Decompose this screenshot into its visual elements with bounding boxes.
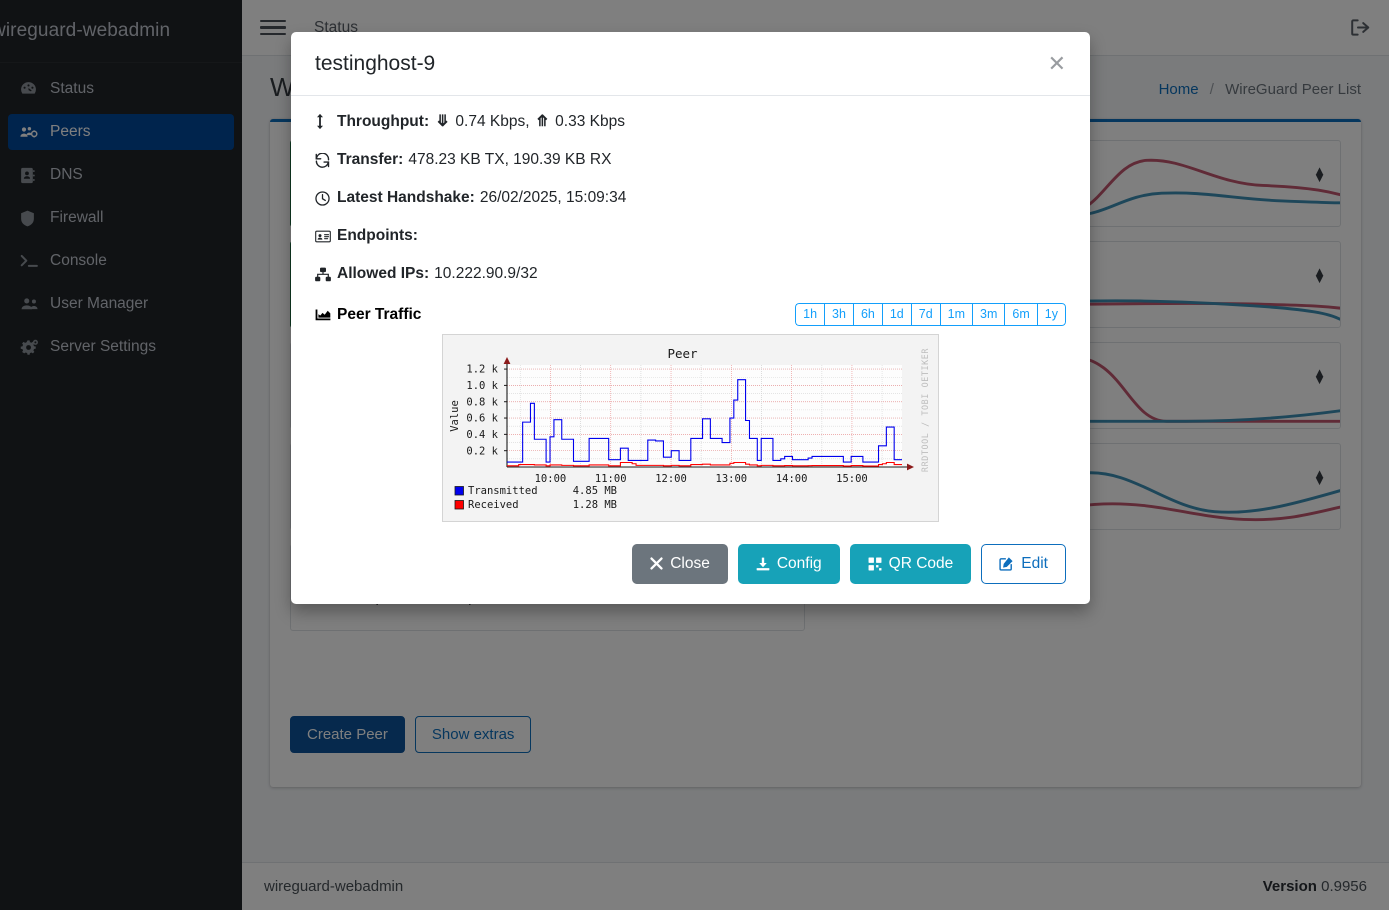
- info-value-handshake: 26/02/2025, 15:09:34: [479, 189, 627, 206]
- info-label: Endpoints:: [337, 227, 418, 244]
- range-button-6m[interactable]: 6m: [1004, 303, 1037, 326]
- range-button-1y[interactable]: 1y: [1036, 303, 1066, 326]
- info-row-allowed-ips: Allowed IPs: 10.222.90.9/32: [315, 265, 1066, 283]
- qrcode-icon: [868, 555, 882, 573]
- info-label: Latest Handshake:: [337, 189, 475, 206]
- edit-button-label: Edit: [1021, 555, 1048, 572]
- throughput-icon: [315, 113, 337, 130]
- svg-text:1.28 MB: 1.28 MB: [573, 499, 617, 511]
- modal-footer: Close Config QR Code Edit: [291, 530, 1090, 604]
- svg-text:11:00: 11:00: [595, 473, 627, 485]
- range-button-1h[interactable]: 1h: [795, 303, 825, 326]
- traffic-header: Peer Traffic 1h 3h 6h 1d 7d 1m 3m 6m 1y: [315, 303, 1066, 326]
- svg-text:10:00: 10:00: [535, 473, 567, 485]
- peer-detail-modal: testinghost-9 ✕ Throughput: ⤋ 0.74 Kbps,…: [291, 32, 1090, 604]
- range-button-1d[interactable]: 1d: [881, 303, 911, 326]
- info-row-handshake: Latest Handshake: 26/02/2025, 15:09:34: [315, 189, 1066, 207]
- close-button[interactable]: Close: [632, 544, 728, 584]
- range-button-3h[interactable]: 3h: [824, 303, 853, 326]
- chart-area-icon: [315, 308, 337, 322]
- range-button-6h[interactable]: 6h: [852, 303, 882, 326]
- x-icon: [650, 555, 663, 573]
- rrd-graph-svg: 10:00 11:00 12:00 13:00 14:00 15:00 0.2 k 0.4 k…: [443, 341, 938, 519]
- svg-text:14:00: 14:00: [776, 473, 808, 485]
- svg-text:13:00: 13:00: [716, 473, 748, 485]
- info-label: Throughput:: [337, 112, 430, 130]
- svg-text:Value: Value: [449, 400, 461, 432]
- svg-text:12:00: 12:00: [655, 473, 687, 485]
- svg-text:Peer: Peer: [667, 346, 698, 361]
- edit-icon: [999, 555, 1014, 573]
- modal-title: testinghost-9: [315, 51, 436, 75]
- range-button-1m[interactable]: 1m: [939, 303, 973, 326]
- info-value-allowed-ips: 10.222.90.9/32: [434, 265, 538, 282]
- svg-text:Received: Received: [468, 499, 519, 511]
- close-button-label: Close: [670, 555, 710, 572]
- info-row-endpoints: Endpoints:: [315, 227, 1066, 245]
- svg-text:1.2 k: 1.2 k: [466, 364, 498, 376]
- info-label: Allowed IPs:: [337, 265, 430, 282]
- range-button-7d[interactable]: 7d: [910, 303, 940, 326]
- rrd-graph: 10:00 11:00 12:00 13:00 14:00 15:00 0.2 k 0.4 k…: [442, 334, 939, 522]
- transfer-icon: [315, 152, 337, 168]
- download-icon: [756, 555, 770, 573]
- config-button-label: Config: [776, 555, 822, 572]
- info-value-throughput: ⤋ 0.74 Kbps, ⤊ 0.33 Kbps: [436, 113, 625, 130]
- throughput-down: 0.74 Kbps: [455, 113, 526, 130]
- peer-traffic-label: Peer Traffic: [315, 306, 421, 324]
- svg-text:Transmitted: Transmitted: [468, 485, 538, 497]
- svg-text:0.8 k: 0.8 k: [466, 396, 498, 408]
- svg-text:0.4 k: 0.4 k: [466, 429, 498, 441]
- svg-text:4.85 MB: 4.85 MB: [573, 485, 617, 497]
- close-icon[interactable]: ✕: [1047, 50, 1066, 76]
- svg-text:RRDTOOL / TOBI OETIKER: RRDTOOL / TOBI OETIKER: [920, 348, 930, 472]
- modal-body: Throughput: ⤋ 0.74 Kbps, ⤊ 0.33 Kbps Tra…: [291, 96, 1090, 530]
- info-value-transfer: 478.23 KB TX, 190.39 KB RX: [408, 151, 612, 168]
- info-row-transfer: Transfer: 478.23 KB TX, 190.39 KB RX: [315, 151, 1066, 169]
- range-button-3m[interactable]: 3m: [972, 303, 1005, 326]
- config-button[interactable]: Config: [737, 544, 840, 584]
- svg-text:15:00: 15:00: [836, 473, 868, 485]
- modal-header: testinghost-9 ✕: [291, 32, 1090, 96]
- down-arrow-icon: ⤋: [436, 113, 450, 130]
- time-range-group: 1h 3h 6h 1d 7d 1m 3m 6m 1y: [795, 303, 1066, 326]
- info-label: Transfer:: [337, 151, 404, 168]
- peer-traffic-text: Peer Traffic: [337, 305, 422, 323]
- edit-button[interactable]: Edit: [981, 544, 1066, 584]
- sitemap-icon: [315, 267, 337, 282]
- info-row-throughput: Throughput: ⤋ 0.74 Kbps, ⤊ 0.33 Kbps: [315, 112, 1066, 131]
- svg-text:0.2 k: 0.2 k: [466, 445, 498, 457]
- qr-code-button-label: QR Code: [888, 555, 954, 572]
- clock-icon: [315, 190, 337, 206]
- qr-code-button[interactable]: QR Code: [849, 544, 972, 584]
- throughput-up: 0.33 Kbps: [555, 113, 625, 130]
- svg-text:1.0 k: 1.0 k: [466, 380, 498, 392]
- up-arrow-icon: ⤊: [535, 113, 549, 130]
- svg-text:0.6 k: 0.6 k: [466, 413, 498, 425]
- id-card-icon: [315, 230, 337, 243]
